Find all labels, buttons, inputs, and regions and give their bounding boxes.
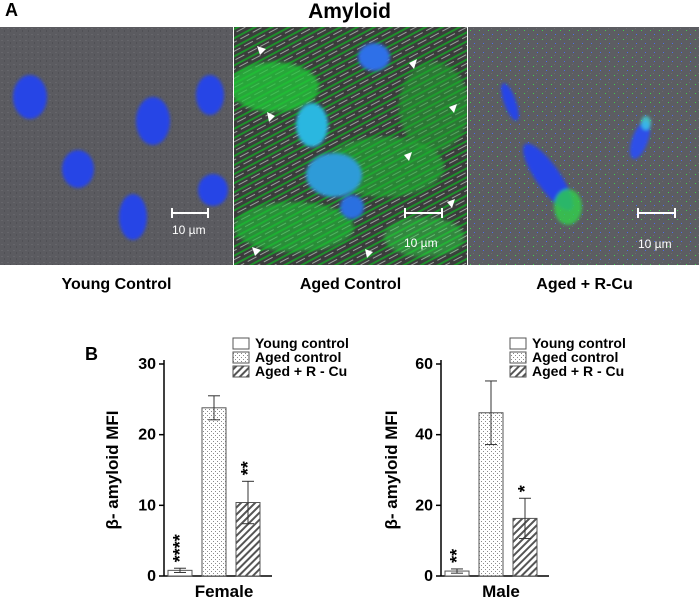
scale-label: 10 µm	[404, 236, 438, 250]
tissue-background	[0, 27, 233, 265]
legend-swatch-2	[509, 351, 527, 364]
x-axis-label: Male	[482, 582, 520, 600]
y-tick-label: 20	[415, 497, 433, 514]
legend-label-2: Aged control	[532, 349, 618, 365]
caption-aged-control: Aged Control	[299, 276, 402, 293]
scale-label: 10 µm	[638, 237, 672, 251]
y-axis-label: β- amyloid MFI	[103, 411, 122, 530]
y-tick-label: 30	[138, 356, 156, 373]
figure-title: Amyloid	[308, 0, 391, 23]
legend-swatch-2	[232, 351, 250, 364]
scale-label: 10 µm	[172, 223, 206, 237]
y-tick-label: 0	[424, 568, 433, 585]
significance-label: *	[515, 485, 535, 492]
legend-swatch-3	[232, 365, 250, 378]
legend-label-1: Young control	[255, 335, 349, 351]
y-axis-label: β- amyloid MFI	[382, 411, 401, 530]
legend-label-3: Aged + R - Cu	[255, 363, 347, 379]
caption-young-control: Young Control	[61, 276, 172, 293]
legend-label-3: Aged + R - Cu	[532, 363, 624, 379]
micrograph-aged-rcu: 10 µm	[468, 27, 699, 265]
legend-label-1: Young control	[532, 335, 626, 351]
legend-swatch-1	[509, 337, 527, 350]
nuclei	[296, 43, 390, 219]
legend-swatch-1	[232, 337, 250, 350]
caption-aged-rcu: Aged + R-Cu	[536, 276, 633, 293]
y-tick-label: 20	[138, 427, 156, 444]
y-tick-label: 10	[138, 497, 156, 514]
x-axis-label: Female	[195, 582, 254, 600]
y-tick-label: 40	[415, 427, 433, 444]
legend-label-2: Aged control	[255, 349, 341, 365]
nuclei	[13, 75, 228, 240]
y-tick-label: 0	[147, 568, 156, 585]
panel-label-a: A	[5, 0, 18, 20]
micrograph-young-control: 10 µm	[0, 27, 233, 265]
significance-label: ****	[170, 534, 190, 562]
significance-label: **	[447, 549, 467, 563]
bar-2	[201, 407, 227, 577]
significance-label: **	[238, 461, 258, 475]
micrograph-aged-control: 10 µm	[234, 27, 467, 265]
tissue-background	[468, 27, 699, 265]
y-tick-label: 60	[415, 356, 433, 373]
nuclei	[501, 83, 651, 225]
panel-label-b: B	[85, 344, 98, 364]
arrowheads	[252, 46, 457, 258]
legend-swatch-3	[509, 365, 527, 378]
